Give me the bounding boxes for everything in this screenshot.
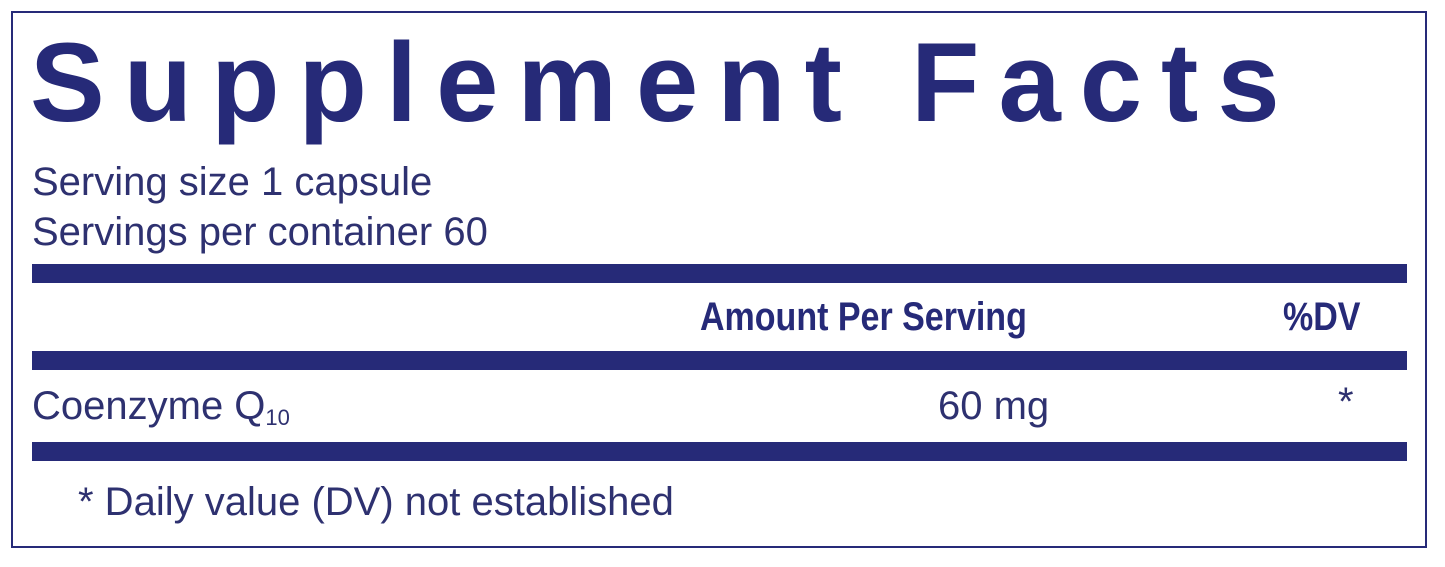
label-frame (11, 11, 1427, 548)
divider-bar (32, 351, 1407, 370)
ingredient-amount: 60 mg (938, 384, 1050, 428)
ingredient-subscript: 10 (265, 405, 290, 430)
amount-header: Amount Per Serving (700, 295, 1027, 339)
dv-header: %DV (1283, 295, 1361, 339)
footnote: * Daily value (DV) not established (78, 480, 674, 524)
ingredient-name-text: Coenzyme Q (32, 384, 266, 428)
servings-per-container: Servings per container 60 (32, 210, 488, 254)
ingredient-name: Coenzyme Q10 (32, 382, 290, 442)
ingredient-dv: * (1338, 380, 1354, 424)
divider-bar (32, 442, 1407, 461)
serving-size: Serving size 1 capsule (32, 160, 433, 204)
label-title: Supplement Facts (30, 20, 1299, 145)
divider-bar (32, 264, 1407, 283)
